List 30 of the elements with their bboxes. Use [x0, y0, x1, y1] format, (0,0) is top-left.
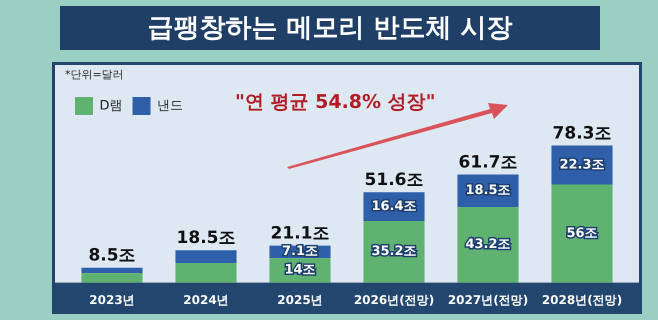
bar — [175, 250, 237, 263]
total-label: 51.6조 — [364, 170, 424, 190]
total-label: 61.7조 — [458, 152, 518, 172]
total-label: 21.1조 — [270, 224, 330, 244]
data-label: 56조 — [566, 226, 598, 241]
x-tick-label: 2026년(전망) — [354, 292, 434, 307]
bar — [175, 262, 237, 283]
total-label: 18.5조 — [176, 228, 236, 248]
total-label: 8.5조 — [88, 246, 136, 266]
x-tick-label: 2027년(전망) — [448, 292, 528, 307]
data-label: 43.2조 — [465, 237, 511, 252]
x-tick-label: 2024년 — [183, 292, 229, 307]
legend-label: 낸드 — [157, 98, 184, 114]
bar — [81, 268, 143, 274]
x-tick-label: 2025년 — [277, 292, 323, 307]
bar — [81, 273, 143, 283]
legend-label: D램 — [100, 98, 123, 114]
x-tick-label: 2023년 — [89, 292, 135, 307]
chart-title: 급팽창하는 메모리 반도체 시장 — [60, 6, 600, 50]
total-label: 78.3조 — [552, 123, 612, 144]
text: *단위=달러 — [65, 67, 124, 82]
text: "연 평균 54.8% 성장" — [235, 90, 436, 115]
x-tick-label: 2028년(전망) — [542, 292, 622, 307]
data-label: 16.4조 — [371, 198, 417, 214]
bar — [551, 184, 613, 283]
data-label: 22.3조 — [559, 157, 605, 172]
data-label: 14조 — [284, 262, 316, 278]
data-label: 18.5조 — [465, 183, 511, 198]
data-label: 35.2조 — [371, 244, 417, 260]
data-label: 7.1조 — [282, 244, 318, 260]
